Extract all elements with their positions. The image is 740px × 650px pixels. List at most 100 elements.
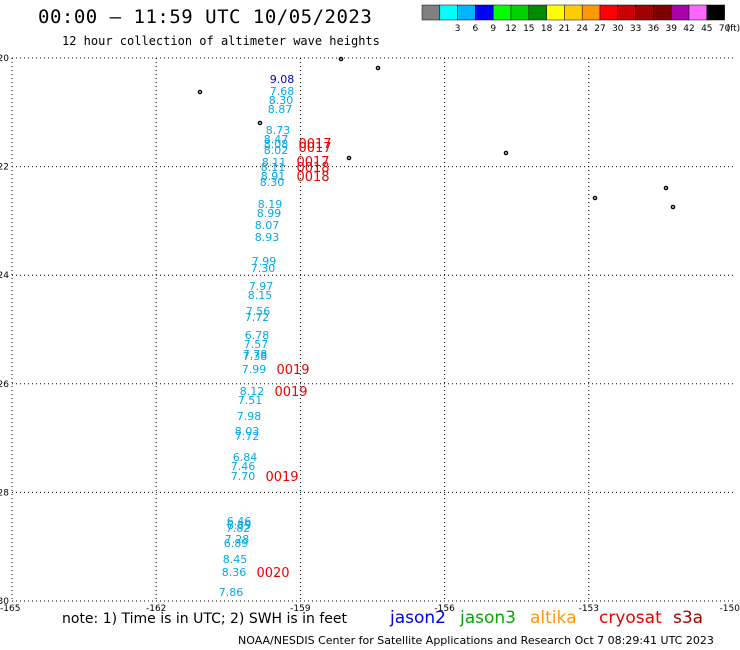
island-marker: [375, 65, 381, 71]
wave-height-value: 8.15: [248, 289, 273, 302]
legend-color-swatch: [546, 4, 565, 21]
wave-height-value: 8.07: [255, 219, 280, 232]
legend-unit-label: (ft): [727, 24, 740, 34]
satellite-s3a: s3a: [673, 608, 704, 628]
wave-height-value: 7.56: [246, 305, 271, 318]
pass-time-label: 0017: [298, 137, 331, 152]
wave-height-value: 7.70: [231, 470, 256, 483]
wave-height-value: 8.36: [222, 566, 247, 579]
wave-height-value: 7.99: [252, 255, 277, 268]
credit-line: NOAA/NESDIS Center for Satellite Applica…: [238, 634, 714, 647]
legend-color-swatch: [670, 4, 690, 21]
legend-value-label: 15: [523, 24, 534, 34]
wave-height-value: 7.78: [243, 348, 268, 361]
legend-value-label: 3: [455, 24, 461, 34]
island-marker: [257, 120, 263, 126]
wave-height-value: 8.45: [223, 553, 248, 566]
legend-value-label: 36: [648, 24, 660, 34]
wave-height-value: 8.99: [257, 207, 282, 220]
legend-color-swatch: [635, 4, 654, 21]
wave-height-value: 7.68: [270, 85, 295, 98]
wave-height-value: 6.46: [227, 515, 252, 528]
legend-value-label: 39: [665, 24, 677, 34]
pass-time-label: 0019: [276, 363, 309, 378]
legend-color-swatch: [510, 4, 530, 21]
wave-height-value: 8.73: [266, 124, 291, 137]
wave-height-value: 8.87: [268, 103, 293, 116]
wave-height-value: 7.72: [245, 311, 270, 324]
wave-height-value: 8.08: [264, 138, 289, 151]
wave-height-value: 7.97: [249, 280, 274, 293]
legend-color-swatch: [706, 4, 725, 21]
wave-height-value: 8.30: [269, 94, 294, 107]
satellite-altika: altika: [530, 608, 577, 628]
legend-color-swatch: [581, 4, 601, 21]
lat-tick-label: -22: [0, 163, 9, 173]
pass-time-label: 0018: [296, 170, 329, 185]
wave-height-value: 7.98: [237, 410, 262, 423]
wave-height-value: 7.51: [238, 394, 263, 407]
lat-tick-label: -20: [0, 54, 9, 64]
island-marker: [670, 204, 676, 210]
wave-height-value: 8.03: [235, 425, 260, 438]
wave-height-value: 6.89: [224, 537, 249, 550]
satellite-cryosat: cryosat: [599, 608, 662, 628]
page-title: 00:00 – 11:59 UTC 10/05/2023: [38, 6, 373, 28]
wave-height-value: 7.72: [235, 430, 260, 443]
legend-value-label: 24: [576, 24, 588, 34]
legend-color-swatch: [457, 4, 476, 21]
island-marker: [592, 195, 598, 201]
wave-height-value: 7.46: [231, 460, 256, 473]
pass-time-label: 0019: [274, 385, 307, 400]
wave-height-value: 8.47: [264, 133, 289, 146]
legend-value-label: 21: [559, 24, 570, 34]
wave-height-value: 7.86: [219, 586, 244, 599]
wave-height-value: 9.08: [270, 73, 295, 86]
island-marker: [503, 150, 509, 156]
legend-value-label: 9: [490, 24, 496, 34]
legend-value-label: 6: [473, 24, 479, 34]
legend-value-label: 30: [612, 24, 624, 34]
wave-height-value: 8.93: [255, 231, 280, 244]
legend-value-label: 45: [701, 24, 712, 34]
lon-tick-label: -150: [720, 604, 740, 614]
legend-color-swatch: [475, 4, 494, 21]
legend-value-label: 33: [630, 24, 641, 34]
wave-height-value: 8.91: [261, 170, 286, 183]
pass-time-label: 0017: [298, 141, 331, 156]
legend-color-swatch: [617, 4, 636, 21]
lon-tick-label: -159: [290, 604, 311, 614]
satellite-jason2: jason2: [390, 608, 446, 628]
wave-height-value: 7.82: [226, 522, 251, 535]
wave-height-value: 7.38: [243, 350, 268, 363]
legend-color-swatch: [421, 4, 441, 21]
wave-height-value: 8.19: [258, 198, 283, 211]
legend-color-swatch: [528, 4, 547, 21]
legend-color-swatch: [492, 4, 512, 21]
wave-height-value: 8.11: [261, 161, 286, 174]
wave-height-value: 6.78: [245, 329, 270, 342]
lat-tick-label: -30: [0, 597, 9, 607]
pass-time-label: 0020: [256, 566, 289, 581]
satellite-jason3: jason3: [460, 608, 516, 628]
lon-tick-label: -156: [434, 604, 455, 614]
wave-height-value: 8.11: [262, 156, 287, 169]
lon-tick-label: -153: [579, 604, 599, 614]
island-marker: [346, 155, 352, 161]
legend-value-label: 70: [719, 24, 731, 34]
lat-tick-label: -24: [0, 271, 9, 281]
island-marker: [338, 56, 344, 62]
pass-time-label: 0018: [296, 161, 329, 176]
lat-tick-label: -26: [0, 380, 9, 390]
wave-height-value: 7.99: [242, 363, 267, 376]
pass-time-label: 0019: [265, 470, 298, 485]
legend-value-label: 18: [541, 24, 553, 34]
lon-tick-label: -162: [146, 604, 166, 614]
legend-color-swatch: [688, 4, 708, 21]
island-marker: [197, 89, 203, 95]
pass-time-label: 0017: [296, 155, 329, 170]
footer-note: note: 1) Time is in UTC; 2) SWH is in fe…: [62, 611, 348, 627]
wave-height-value: 8.30: [260, 176, 285, 189]
